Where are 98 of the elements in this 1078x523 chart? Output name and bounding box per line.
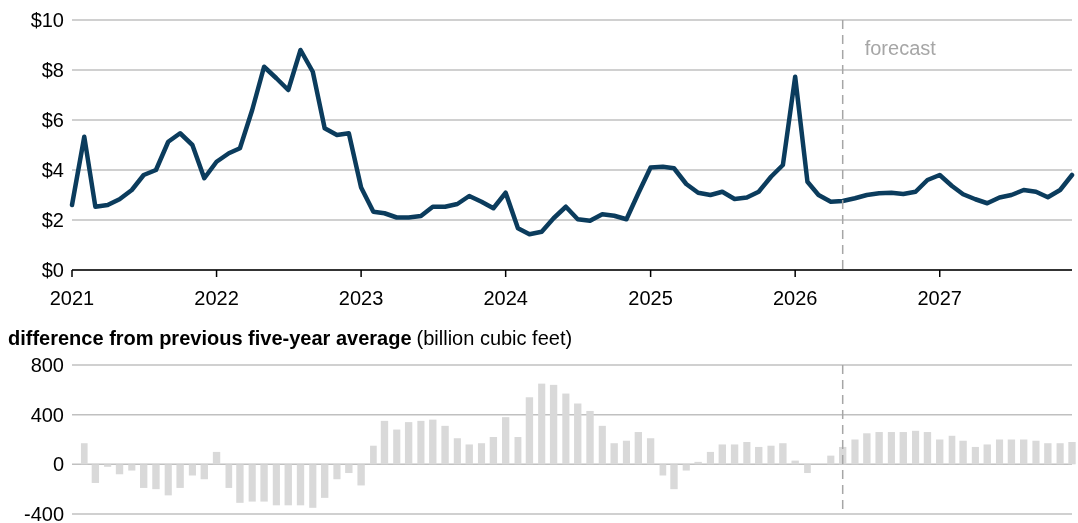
bar [899,432,907,465]
y-tick-label: $2 [41,209,64,231]
bar [574,403,582,465]
bar [1032,440,1040,465]
bar [429,419,437,465]
bar [404,422,413,465]
bar [659,464,667,476]
bar [646,438,655,465]
bar [1007,439,1016,465]
bar [260,464,268,502]
x-tick-label: 2022 [194,287,239,309]
bar [236,464,244,503]
bar [718,444,726,465]
bar [453,438,461,465]
bar [995,439,1004,465]
y-tick-label: $0 [41,259,64,281]
bar [272,464,280,506]
bar [164,464,172,496]
bar [417,420,425,465]
bar [767,445,775,465]
x-tick-label: 2023 [338,287,384,309]
bar [743,441,751,465]
bar [610,443,618,465]
bar [248,464,256,502]
bar [887,432,895,465]
bar [200,464,208,480]
bar [586,410,594,465]
bar [1020,439,1028,465]
bar [393,429,401,465]
bar [225,464,233,488]
x-tick-label: 2025 [628,287,673,309]
bar [104,464,112,467]
bar [959,440,967,465]
bar [1068,441,1076,465]
bar [804,464,811,474]
bar [128,464,136,471]
bar [357,464,365,486]
bar [284,464,292,506]
bar [549,384,558,465]
bar [622,440,631,465]
bar [140,464,148,488]
bar [176,464,184,488]
bar [863,433,871,465]
bar [923,432,932,465]
bar [912,430,920,465]
y-tick-label: $4 [41,159,64,181]
bar [1044,443,1052,465]
x-tick-label: 2024 [483,287,528,309]
bar [971,446,979,465]
bar [525,397,534,465]
bar [296,464,305,506]
y-tick-label: 400 [30,403,64,426]
bar [682,464,690,471]
bar [851,439,859,465]
bar [875,432,883,465]
bar [936,439,944,465]
bar [80,443,88,465]
x-tick-label: 2021 [49,287,95,309]
bar [983,444,991,465]
bar [441,425,449,465]
bar [538,383,546,465]
bar [465,444,473,465]
bar [152,464,160,490]
bar [333,464,341,480]
bar [634,432,643,465]
y-tick-label: -400 [23,503,64,523]
bar [501,417,510,465]
bar [345,464,353,474]
ref-line-label: forecast [864,37,937,59]
y-tick-label: 0 [52,453,64,476]
bar [514,437,522,465]
bar [212,451,221,465]
y-tick-label: $10 [30,9,64,31]
x-tick-label: 2027 [917,287,962,309]
y-tick-label: $8 [41,59,64,81]
bar [598,425,606,465]
bar [1056,443,1064,465]
bar [320,464,329,498]
bar [670,464,678,490]
bar [706,451,714,465]
chart-title: difference from previous five-year average [8,327,412,349]
bar [730,444,739,465]
bar [309,464,317,508]
bar [827,455,835,465]
bar [489,437,498,465]
y-tick-label: 800 [30,354,64,376]
chart-subtitle: (billion cubic feet) [416,327,573,349]
bar [188,464,196,476]
bar [755,446,763,465]
bar [477,443,486,465]
bar [779,443,787,465]
bar [370,445,377,465]
bar [380,420,389,465]
bar [115,464,124,475]
y-tick-label: $6 [41,109,64,131]
bar [562,393,570,465]
x-tick-label: 2026 [772,287,818,309]
bar [91,464,100,483]
